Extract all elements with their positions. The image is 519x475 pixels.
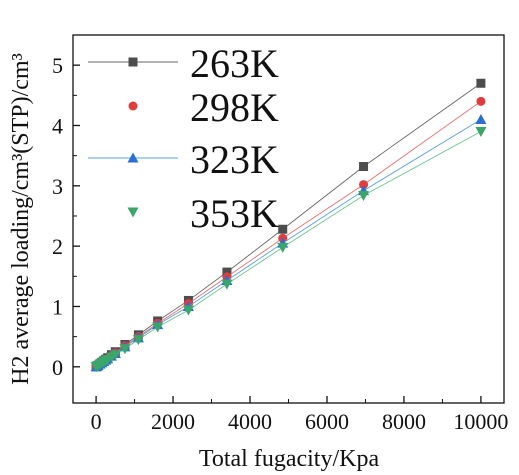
- x-tick-label: 6000: [305, 409, 349, 434]
- legend-marker: [127, 152, 139, 163]
- data-point: [359, 162, 369, 172]
- legend-marker: [127, 207, 139, 218]
- legend-item-298K: 298K: [128, 85, 279, 130]
- legend-item-323K: 323K: [88, 137, 279, 182]
- legend-label: 353K: [190, 191, 279, 236]
- legend-marker: [128, 57, 138, 67]
- y-axis-label: H2 average loading/cm³(STP)/cm³: [8, 53, 34, 385]
- x-tick-label: 10000: [453, 409, 508, 434]
- legend-label: 323K: [190, 137, 279, 182]
- x-tick-label: 8000: [382, 409, 426, 434]
- legend-label: 298K: [190, 85, 279, 130]
- data-point: [221, 279, 233, 290]
- data-point: [475, 127, 487, 138]
- data-point: [119, 344, 131, 355]
- x-tick-label: 0: [91, 409, 102, 434]
- series-line: [95, 131, 482, 368]
- legend-marker: [128, 101, 138, 111]
- y-tick-label: 1: [52, 294, 63, 319]
- y-tick-label: 2: [52, 234, 63, 259]
- data-point: [359, 180, 369, 190]
- legend-item-353K: 353K: [127, 191, 279, 236]
- data-point: [152, 322, 164, 333]
- x-axis-label: Total fugacity/Kpa: [199, 446, 380, 472]
- data-point: [132, 335, 144, 346]
- data-point: [277, 242, 289, 253]
- data-point: [476, 78, 486, 88]
- series-263K: [91, 78, 486, 372]
- legend-item-263K: 263K: [88, 41, 279, 86]
- x-axis: 0 2000 4000 6000 8000 10000: [91, 396, 508, 434]
- data-point: [109, 350, 121, 361]
- legend-label: 263K: [190, 41, 279, 86]
- data-point: [476, 96, 486, 106]
- data-point: [358, 190, 370, 201]
- y-axis: 0 1 2 3 4 5: [52, 53, 80, 380]
- y-tick-label: 3: [52, 174, 63, 199]
- y-tick-label: 0: [52, 355, 63, 380]
- series-323K: [90, 113, 487, 372]
- data-point: [475, 113, 487, 124]
- x-tick-label: 2000: [151, 409, 195, 434]
- data-point: [278, 224, 288, 234]
- series-298K: [91, 96, 486, 372]
- series-layer: [90, 78, 487, 373]
- plot-area-border: [72, 34, 505, 404]
- y-tick-label: 4: [52, 113, 63, 138]
- x-tick-label: 4000: [228, 409, 272, 434]
- data-point: [222, 267, 232, 277]
- series-353K: [90, 127, 487, 373]
- data-point: [182, 305, 194, 316]
- plot-frame: [72, 34, 505, 404]
- y-tick-label: 5: [52, 53, 63, 78]
